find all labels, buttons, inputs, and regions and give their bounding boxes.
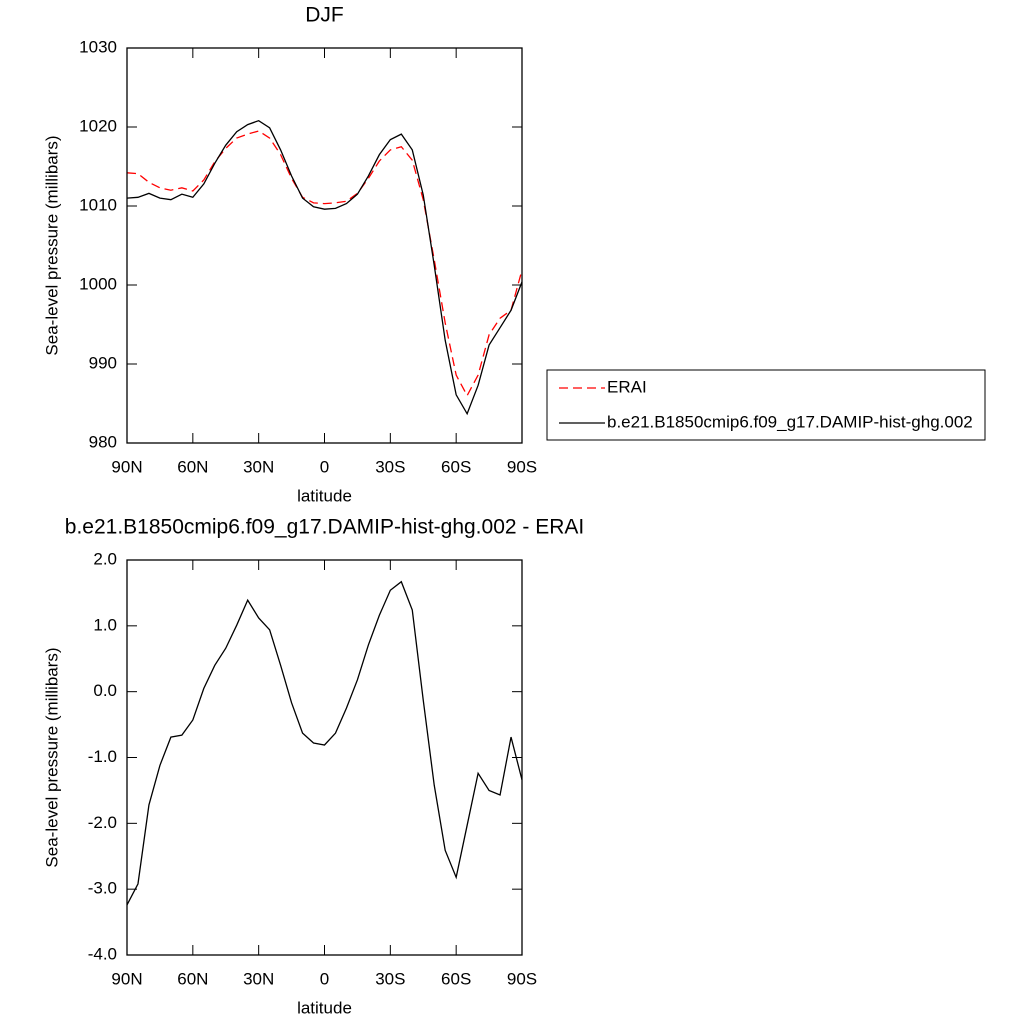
plot-frame <box>126 559 523 956</box>
x-axis-label: latitude <box>297 998 352 1017</box>
legend-box <box>546 369 986 441</box>
x-tick-label: 0 <box>320 969 329 988</box>
y-axis-label: Sea-level pressure (millibars) <box>42 647 61 867</box>
x-tick-label: 60N <box>177 969 208 988</box>
y-tick-label: 1.0 <box>93 615 117 634</box>
y-tick-label: 990 <box>89 353 117 372</box>
y-tick-label: -1.0 <box>88 747 117 766</box>
plot-frame <box>126 47 523 444</box>
y-tick-label: 0.0 <box>93 681 117 700</box>
x-tick-label: 60S <box>441 969 471 988</box>
x-tick-label: 90N <box>111 457 142 476</box>
y-tick-label: 1030 <box>79 37 117 56</box>
y-tick-label: 1010 <box>79 195 117 214</box>
x-tick-label: 90S <box>507 457 537 476</box>
x-tick-label: 60N <box>177 457 208 476</box>
x-tick-label: 30N <box>243 969 274 988</box>
y-tick-label: 1020 <box>79 116 117 135</box>
x-tick-label: 90N <box>111 969 142 988</box>
data-line <box>126 580 523 906</box>
data-line <box>126 130 523 397</box>
x-tick-label: 90S <box>507 969 537 988</box>
chart-title: b.e21.B1850cmip6.f09_g17.DAMIP-hist-ghg.… <box>65 516 584 539</box>
legend-label: b.e21.B1850cmip6.f09_g17.DAMIP-hist-ghg.… <box>607 412 973 431</box>
x-tick-label: 30S <box>375 969 405 988</box>
x-tick-label: 30S <box>375 457 405 476</box>
y-tick-label: -4.0 <box>88 944 117 963</box>
x-tick-label: 0 <box>320 457 329 476</box>
y-tick-label: 1000 <box>79 274 117 293</box>
y-tick-label: 2.0 <box>93 549 117 568</box>
y-tick-label: -2.0 <box>88 813 117 832</box>
x-axis-label: latitude <box>297 486 352 505</box>
legend-label: ERAI <box>607 377 647 396</box>
y-axis-label: Sea-level pressure (millibars) <box>42 135 61 355</box>
x-tick-label: 30N <box>243 457 274 476</box>
y-tick-label: -3.0 <box>88 879 117 898</box>
chart-title: DJF <box>305 4 344 27</box>
y-tick-label: 980 <box>89 432 117 451</box>
data-line <box>126 119 523 416</box>
x-tick-label: 60S <box>441 457 471 476</box>
